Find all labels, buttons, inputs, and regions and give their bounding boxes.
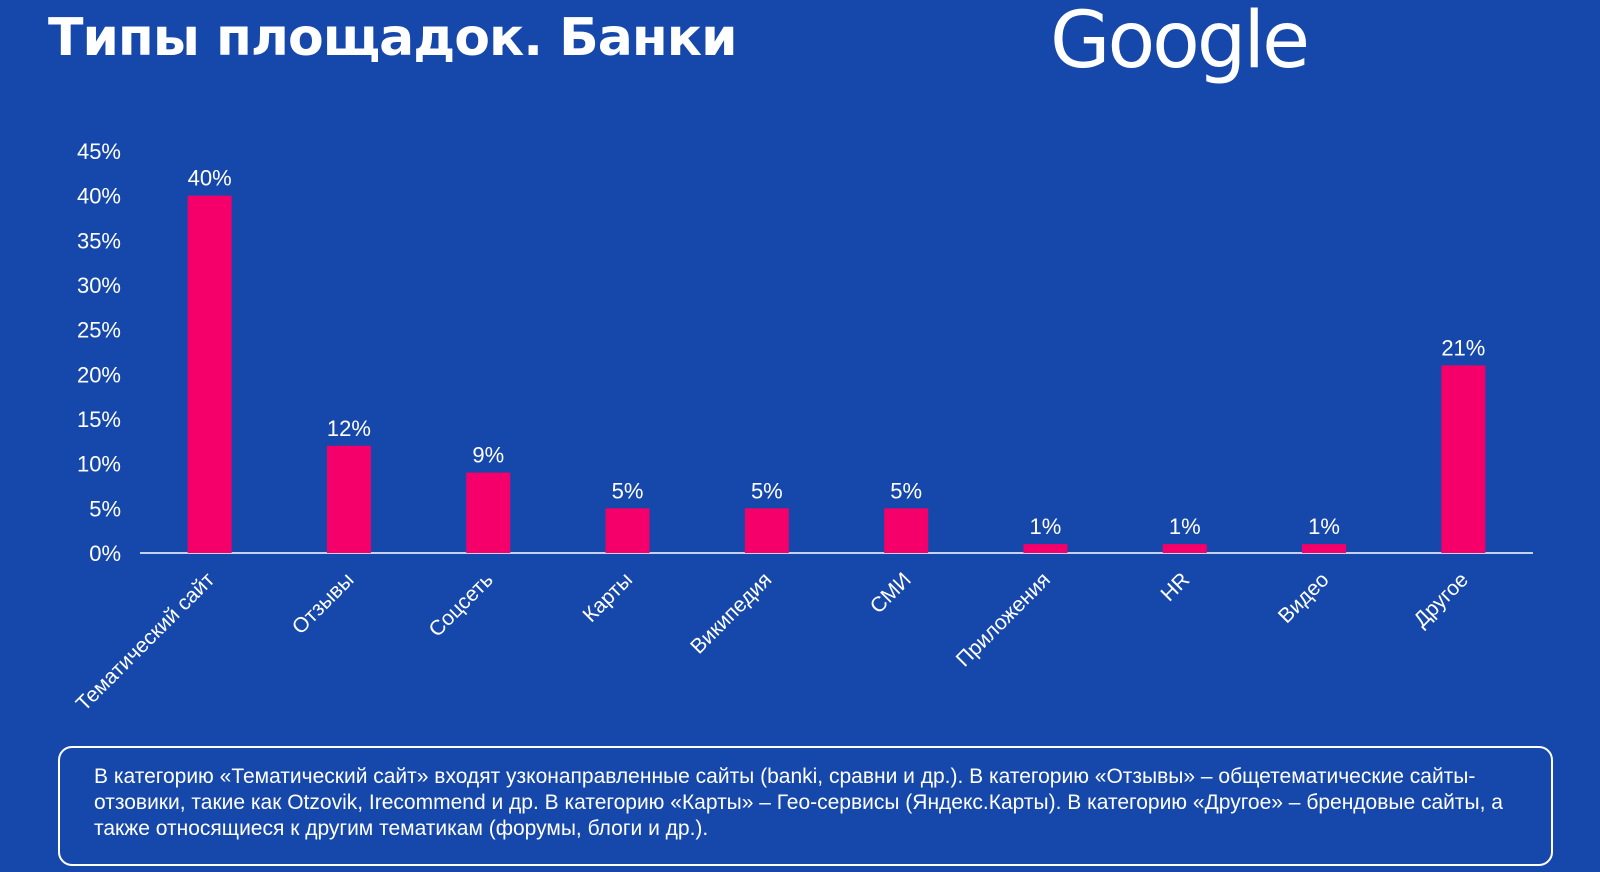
bar (187, 195, 232, 553)
bar (884, 508, 929, 553)
data-label: 5% (612, 478, 644, 503)
data-label: 1% (1030, 514, 1062, 539)
y-tick-label: 0% (89, 541, 121, 566)
x-tick-label: Карты (579, 568, 638, 627)
note-box: В категорию «Тематический сайт» входят у… (58, 746, 1553, 866)
x-tick-label: Википедия (686, 568, 776, 658)
bar (1441, 365, 1486, 553)
bar (326, 445, 371, 553)
x-tick-label: Приложения (952, 568, 1055, 671)
y-tick-label: 25% (77, 318, 121, 343)
x-tick-label: Тематический сайт (72, 568, 220, 716)
x-tick-label: Соцсеть (424, 568, 497, 641)
data-label: 21% (1441, 335, 1485, 360)
y-tick-label: 40% (77, 184, 121, 209)
bar-chart: 0% 5% 10% 15% 20% 25% 30% 35% 40% 45% 40% Тематичес… (72, 139, 1533, 716)
data-label: 5% (890, 478, 922, 503)
bar (1162, 544, 1207, 553)
data-label: 1% (1308, 514, 1340, 539)
y-tick-label: 15% (77, 407, 121, 432)
y-tick-label: 35% (77, 228, 121, 253)
data-label: 1% (1169, 514, 1201, 539)
page-title: Типы площадок. Банки (48, 8, 738, 68)
bar (744, 508, 789, 553)
data-label: 5% (751, 478, 783, 503)
note-text: В категорию «Тематический сайт» входят у… (94, 765, 1503, 840)
data-label: 9% (472, 443, 504, 468)
x-tick-label: Другое (1409, 568, 1472, 631)
y-tick-label: 20% (77, 362, 121, 387)
x-tick-label: HR (1157, 568, 1195, 606)
x-tick-label: Видео (1274, 568, 1334, 628)
bar (466, 472, 511, 553)
google-logo: Google (1050, 0, 1310, 86)
bar (1023, 544, 1068, 553)
bar (1302, 544, 1347, 553)
y-tick-label: 30% (77, 273, 121, 298)
x-tick-label: СМИ (866, 568, 916, 618)
bar (605, 508, 650, 553)
data-label: 40% (188, 166, 232, 191)
y-tick-label: 10% (77, 452, 121, 477)
x-tick-label: Отзывы (288, 568, 359, 639)
data-label: 12% (327, 416, 371, 441)
y-tick-label: 45% (77, 139, 121, 164)
y-tick-label: 5% (89, 496, 121, 521)
